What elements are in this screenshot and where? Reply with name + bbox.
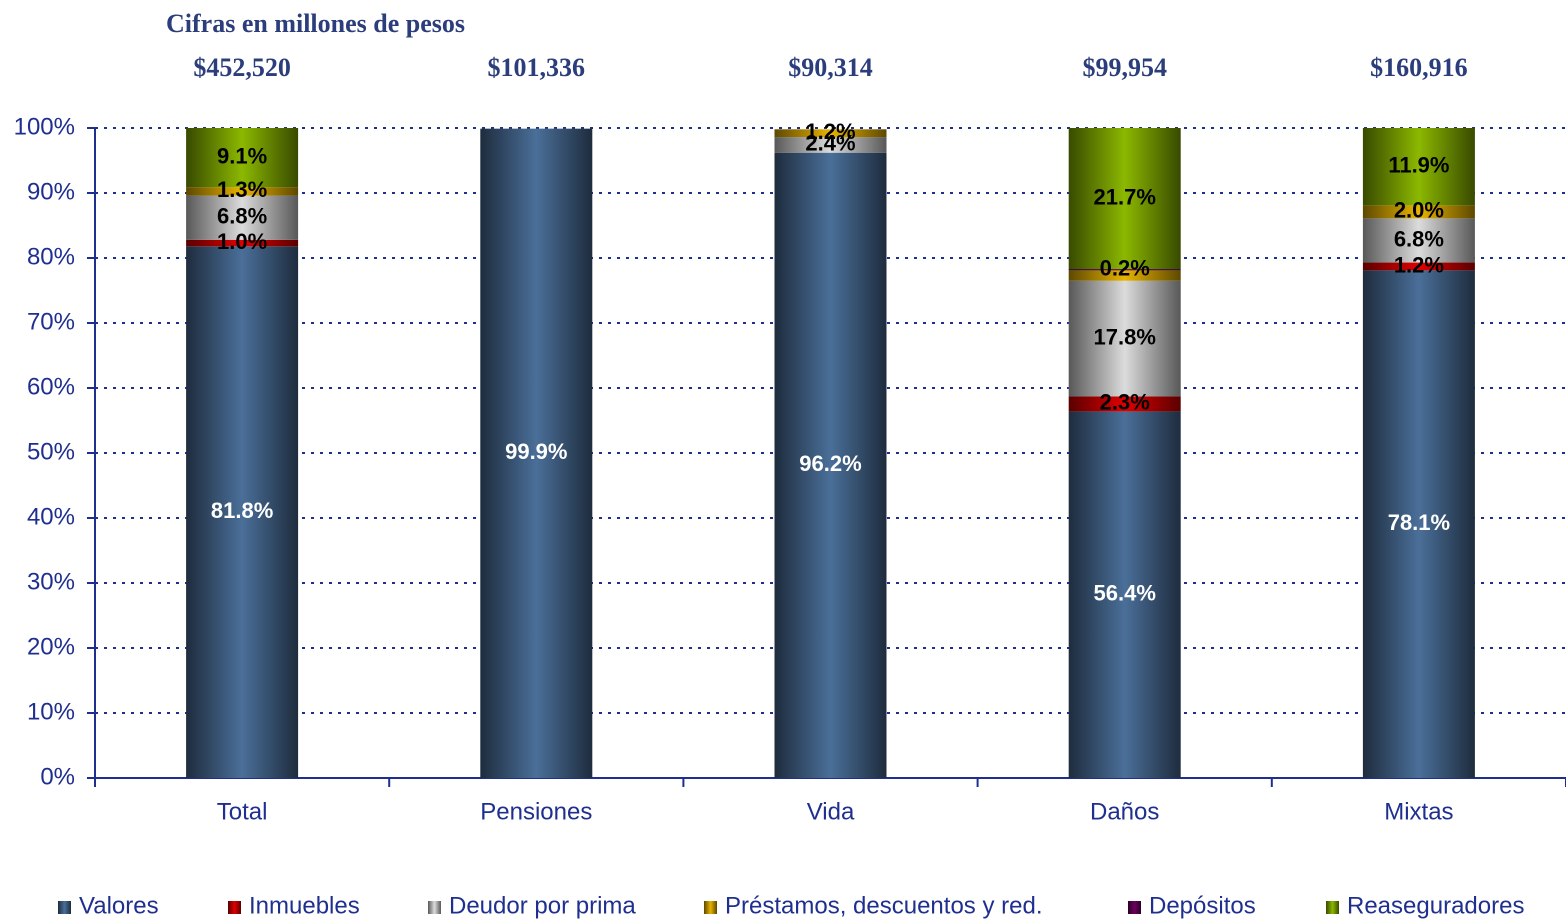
legend-swatch — [1326, 901, 1339, 914]
data-label: 2.0% — [1394, 198, 1444, 223]
total-label: $452,520 — [193, 53, 291, 82]
data-label: 78.1% — [1388, 510, 1450, 535]
legend-swatch — [228, 901, 241, 914]
data-label: 2.3% — [1100, 390, 1150, 415]
data-label: 96.2% — [799, 451, 861, 476]
data-label: 17.8% — [1094, 324, 1156, 349]
bar-segment — [774, 129, 887, 138]
bar-segment — [186, 187, 299, 196]
x-tick-label: Pensiones — [480, 798, 592, 825]
y-tick-label: 10% — [27, 698, 75, 725]
legend-label: Reaseguradores — [1347, 892, 1524, 919]
total-label: $160,916 — [1370, 53, 1468, 82]
x-tick-label: Mixtas — [1384, 798, 1453, 825]
total-label: $90,314 — [788, 53, 873, 82]
legend-label: Inmuebles — [249, 892, 360, 919]
legend-swatch — [1128, 901, 1141, 914]
y-tick-label: 30% — [27, 568, 75, 595]
data-label: 99.9% — [505, 439, 567, 464]
bar-segment — [1068, 280, 1181, 397]
bar-segment — [1068, 128, 1181, 270]
bar-segment — [1068, 270, 1181, 281]
legend-swatch — [428, 901, 441, 914]
data-label: 2.4% — [805, 131, 855, 156]
legend-label: Valores — [79, 892, 159, 919]
y-tick-label: 90% — [27, 178, 75, 205]
y-tick-label: 50% — [27, 438, 75, 465]
bar-segment — [186, 128, 299, 188]
bar-segment — [1362, 270, 1475, 778]
total-label: $99,954 — [1082, 53, 1167, 82]
total-label: $101,336 — [488, 53, 586, 82]
x-tick-label: Daños — [1090, 798, 1159, 825]
data-label: 1.3% — [217, 177, 267, 202]
data-label: 1.2% — [805, 119, 855, 144]
y-tick-label: 100% — [14, 113, 75, 140]
data-label: 56.4% — [1094, 581, 1156, 606]
y-tick-label: 20% — [27, 633, 75, 660]
chart-title: Cifras en millones de pesos — [166, 9, 465, 38]
bar-segment — [1362, 262, 1475, 271]
bar-segment — [1068, 411, 1181, 778]
legend-label: Deudor por prima — [449, 892, 636, 919]
bar-segment — [186, 195, 299, 240]
y-tick-label: 80% — [27, 243, 75, 270]
legend-label: Préstamos, descuentos y red. — [725, 892, 1042, 919]
bar-segment — [1362, 128, 1475, 206]
data-label: 21.7% — [1094, 184, 1156, 209]
bar-segment — [774, 137, 887, 153]
data-label: 1.0% — [217, 229, 267, 254]
data-label: 6.8% — [217, 204, 267, 229]
legend-label: Depósitos — [1149, 892, 1256, 919]
data-label: 9.1% — [217, 143, 267, 168]
bar-segment — [1068, 269, 1181, 271]
data-label: 1.2% — [1394, 252, 1444, 277]
y-tick-label: 0% — [40, 763, 75, 790]
bar-segment — [480, 128, 593, 778]
data-label: 11.9% — [1388, 152, 1449, 177]
bar-segment — [186, 239, 299, 247]
y-tick-label: 70% — [27, 308, 75, 335]
data-label: 6.8% — [1394, 226, 1444, 251]
x-tick-label: Total — [217, 798, 268, 825]
bar-segment — [186, 246, 299, 779]
legend-swatch — [704, 901, 717, 914]
data-label: 0.2% — [1100, 256, 1150, 281]
bar-segment — [774, 152, 887, 778]
bar-segment — [1362, 205, 1475, 219]
bar-segment — [1362, 218, 1475, 263]
legend-swatch — [58, 901, 71, 914]
y-tick-label: 60% — [27, 373, 75, 400]
data-label: 81.8% — [211, 498, 273, 523]
y-tick-label: 40% — [27, 503, 75, 530]
bar-segment — [1068, 396, 1181, 412]
x-tick-label: Vida — [807, 798, 855, 825]
